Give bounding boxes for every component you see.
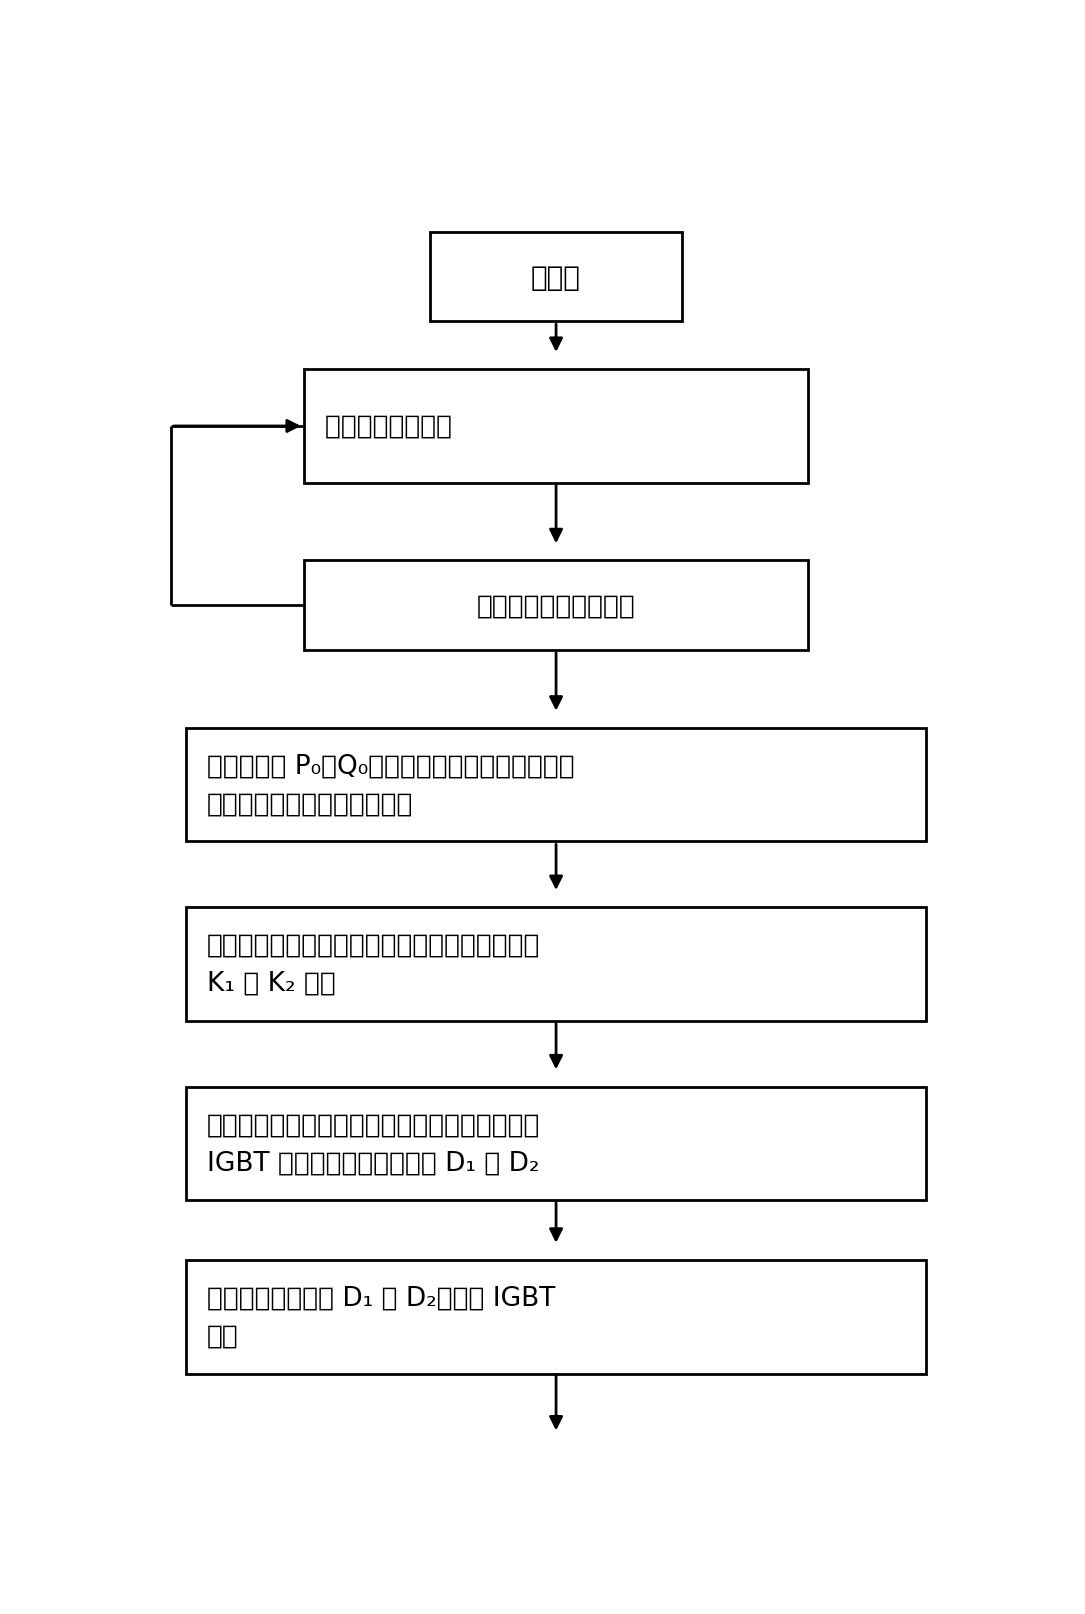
Bar	[187, 1086, 926, 1201]
Bar	[187, 907, 926, 1022]
Bar	[187, 728, 926, 843]
Text: 根据宽范围可控变压器输出电压初始相角，计算
IGBT 脉宽调制信号中占空比 D₁ 及 D₂: 根据宽范围可控变压器输出电压初始相角，计算 IGBT 脉宽调制信号中占空比 D₁…	[207, 1112, 540, 1175]
Text: 测电压、电流及其相角: 测电压、电流及其相角	[476, 592, 636, 618]
Text: 根据宽范围可控变压器输出电压相角正负，确定
K₁ 及 K₂ 数值: 根据宽范围可控变压器输出电压相角正负，确定 K₁ 及 K₂ 数值	[207, 933, 540, 996]
Text: 初始化: 初始化	[532, 263, 580, 291]
Bar	[304, 370, 808, 484]
Text: 根据给定值 P₀、Q₀，计算宽范围可控变压器输出
电压初始相角与输出电压幅值: 根据给定值 P₀、Q₀，计算宽范围可控变压器输出 电压初始相角与输出电压幅值	[207, 754, 575, 817]
Bar	[304, 562, 808, 650]
Bar	[187, 1261, 926, 1374]
Bar	[430, 232, 682, 323]
Text: 根据脉宽调制信号 D₁ 及 D₂，控制 IGBT
导通: 根据脉宽调制信号 D₁ 及 D₂，控制 IGBT 导通	[207, 1285, 556, 1349]
Text: 接收上位机给定的: 接收上位机给定的	[324, 413, 460, 439]
